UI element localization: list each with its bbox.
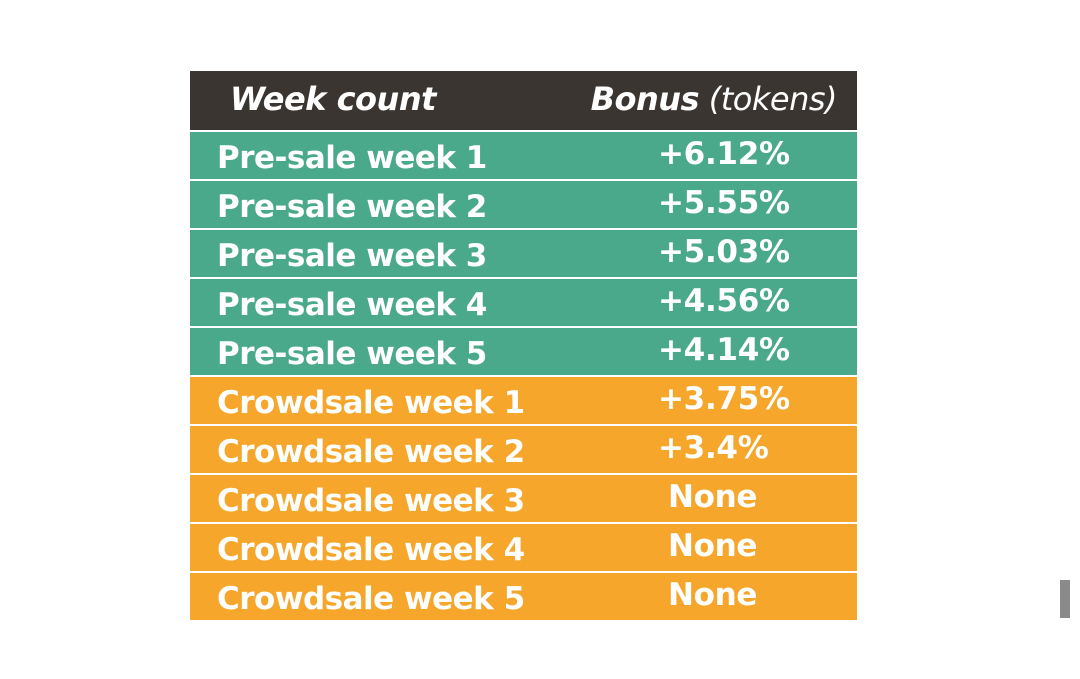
bonus-table: Week count Bonus (tokens) Pre-sale week …: [190, 71, 857, 620]
bonus-cell: +5.03%: [658, 234, 790, 270]
table-header: Week count Bonus (tokens): [190, 71, 857, 130]
bonus-header: Bonus (tokens): [590, 80, 838, 118]
week-cell: Pre-sale week 5: [217, 336, 487, 372]
bonus-cell: +5.55%: [658, 185, 790, 221]
bonus-cell: +3.4%: [658, 430, 769, 466]
table-row: Pre-sale week 4 +4.56%: [190, 279, 857, 326]
table-row: Pre-sale week 1 +6.12%: [190, 132, 857, 179]
bonus-cell: +4.56%: [658, 283, 790, 319]
bonus-header-label: Bonus: [590, 80, 700, 118]
bonus-cell: None: [668, 528, 758, 564]
table-row: Crowdsale week 3 None: [190, 475, 857, 522]
week-cell: Crowdsale week 1: [217, 385, 525, 421]
table-row: Pre-sale week 2 +5.55%: [190, 181, 857, 228]
week-cell: Crowdsale week 5: [217, 581, 525, 617]
bonus-cell: None: [668, 479, 758, 515]
week-cell: Pre-sale week 2: [217, 189, 487, 225]
bonus-header-unit: (tokens): [699, 80, 838, 118]
week-cell: Crowdsale week 2: [217, 434, 525, 470]
week-cell: Pre-sale week 1: [217, 140, 487, 176]
table-row: Pre-sale week 3 +5.03%: [190, 230, 857, 277]
week-cell: Crowdsale week 4: [217, 532, 525, 568]
table-row: Crowdsale week 4 None: [190, 524, 857, 571]
week-cell: Pre-sale week 4: [217, 287, 487, 323]
table-row: Crowdsale week 5 None: [190, 573, 857, 620]
table-row: Crowdsale week 1 +3.75%: [190, 377, 857, 424]
bonus-cell: +4.14%: [658, 332, 790, 368]
scrollbar-thumb[interactable]: [1060, 580, 1070, 618]
bonus-cell: +3.75%: [658, 381, 790, 417]
week-cell: Crowdsale week 3: [217, 483, 525, 519]
week-cell: Pre-sale week 3: [217, 238, 487, 274]
table-row: Crowdsale week 2 +3.4%: [190, 426, 857, 473]
bonus-cell: +6.12%: [658, 136, 790, 172]
table-row: Pre-sale week 5 +4.14%: [190, 328, 857, 375]
week-count-header: Week count: [230, 80, 436, 118]
bonus-cell: None: [668, 577, 758, 613]
